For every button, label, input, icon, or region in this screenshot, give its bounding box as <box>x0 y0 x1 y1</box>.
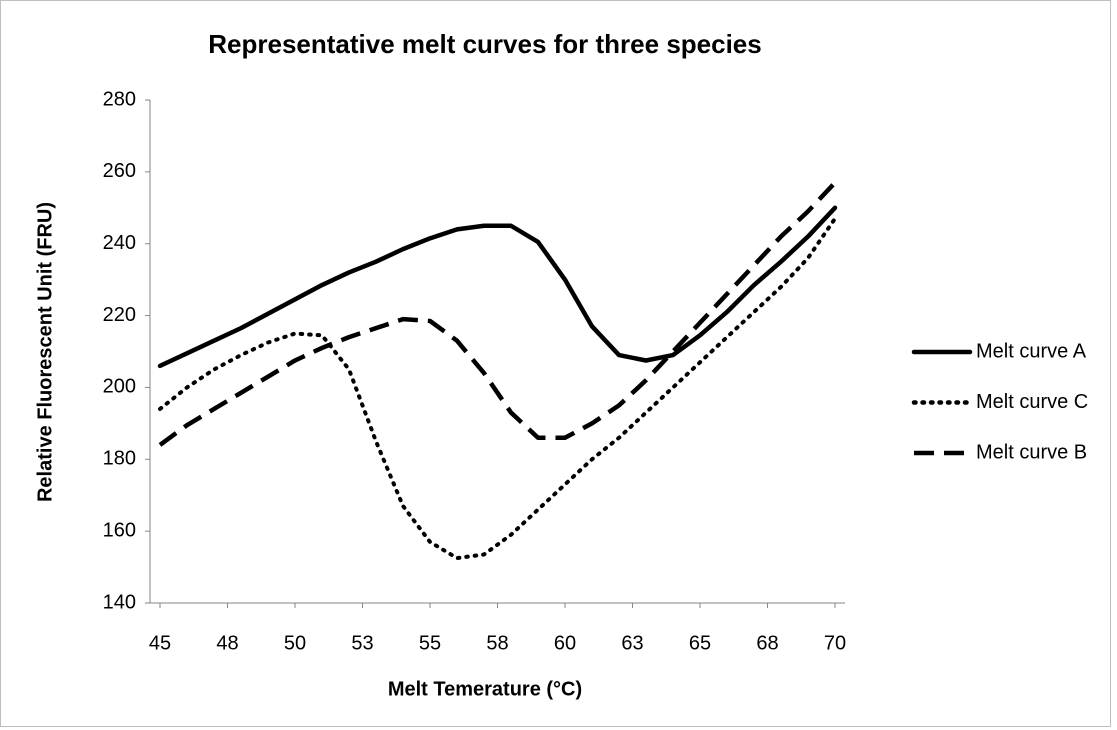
legend-label: Melt curve A <box>976 340 1087 362</box>
y-tick-label: 200 <box>103 376 136 398</box>
chart-title: Representative melt curves for three spe… <box>208 29 761 59</box>
x-tick-label: 55 <box>419 632 441 654</box>
y-tick-label: 240 <box>103 232 136 254</box>
legend-label: Melt curve C <box>976 391 1088 413</box>
x-tick-label: 53 <box>351 632 373 654</box>
x-tick-label: 58 <box>486 632 508 654</box>
series-line <box>158 216 837 561</box>
y-tick-label: 280 <box>103 88 136 110</box>
y-tick-label: 220 <box>103 304 136 326</box>
x-tick-label: 70 <box>824 632 846 654</box>
x-tick-label: 48 <box>216 632 238 654</box>
y-tick-label: 180 <box>103 448 136 470</box>
x-tick-label: 45 <box>149 632 171 654</box>
y-axis-label: Relative Fluorescent Unit (FRU) <box>34 202 56 502</box>
y-tick-label: 260 <box>103 160 136 182</box>
series-line <box>157 205 838 369</box>
x-tick-label: 65 <box>689 632 711 654</box>
y-tick-label: 160 <box>103 519 136 541</box>
x-axis-label: Melt Temerature (°C) <box>388 678 582 700</box>
x-tick-label: 50 <box>284 632 306 654</box>
y-tick-label: 140 <box>103 591 136 613</box>
legend-label: Melt curve B <box>976 441 1087 463</box>
series-line <box>158 181 837 447</box>
x-tick-label: 68 <box>756 632 778 654</box>
x-tick-label: 63 <box>621 632 643 654</box>
x-tick-label: 60 <box>554 632 576 654</box>
